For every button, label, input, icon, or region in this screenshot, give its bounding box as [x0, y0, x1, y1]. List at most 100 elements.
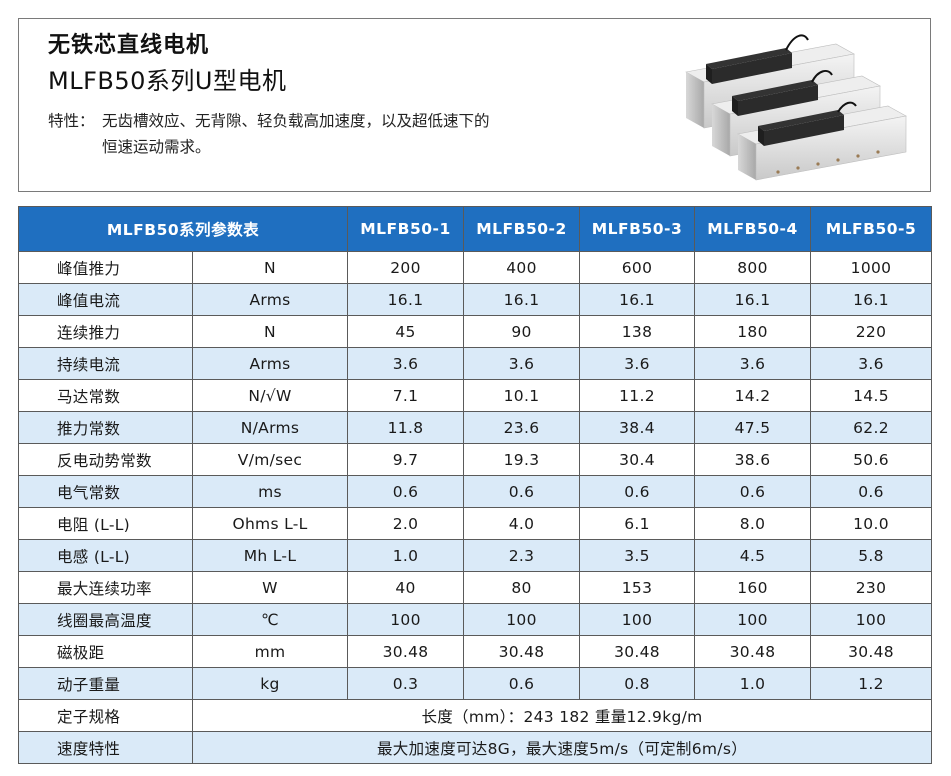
- param-name-cell: 峰值推力: [18, 251, 193, 284]
- param-value-cell: 30.4: [579, 443, 695, 476]
- param-value-cell: 800: [694, 251, 811, 284]
- feature-line-2: 恒速运动需求。: [102, 138, 211, 156]
- param-value-cell: 11.8: [347, 411, 464, 444]
- param-value-cell: 100: [347, 603, 464, 636]
- param-value-cell: 30.48: [579, 635, 695, 668]
- param-value-cell: 0.8: [579, 667, 695, 700]
- param-value-cell: 3.6: [463, 347, 580, 380]
- model-header-cell: MLFB50-2: [463, 206, 580, 252]
- param-value-cell: 230: [810, 571, 932, 604]
- param-value-cell: 1.0: [694, 667, 811, 700]
- param-unit-cell: kg: [192, 667, 348, 700]
- param-value-cell: 30.48: [810, 635, 932, 668]
- param-unit-cell: N: [192, 315, 348, 348]
- stator-spec-value: 长度（mm）：243 182 重量12.9kg/m: [192, 699, 932, 732]
- table-row: 线圈最高温度 ℃ 100 100 100 100 100: [18, 603, 932, 636]
- table-row: 最大连续功率 W 40 80 153 160 230: [18, 571, 932, 604]
- table-row: 峰值推力 N 200 400 600 800 1000: [18, 251, 932, 284]
- table-row: 持续电流 Arms 3.6 3.6 3.6 3.6 3.6: [18, 347, 932, 380]
- param-unit-cell: V/m/sec: [192, 443, 348, 476]
- param-value-cell: 200: [347, 251, 464, 284]
- param-unit-cell: W: [192, 571, 348, 604]
- param-value-cell: 2.0: [347, 507, 464, 540]
- param-value-cell: 30.48: [463, 635, 580, 668]
- param-name-cell: 速度特性: [18, 731, 193, 764]
- param-value-cell: 100: [579, 603, 695, 636]
- param-name-cell: 马达常数: [18, 379, 193, 412]
- param-value-cell: 100: [694, 603, 811, 636]
- param-value-cell: 138: [579, 315, 695, 348]
- param-value-cell: 10.1: [463, 379, 580, 412]
- table-row: 连续推力 N 45 90 138 180 220: [18, 315, 932, 348]
- param-value-cell: 16.1: [810, 283, 932, 316]
- speed-spec-row: 速度特性 最大加速度可达8G，最大速度5m/s（可定制6m/s）: [18, 731, 932, 764]
- param-value-cell: 3.5: [579, 539, 695, 572]
- page-subtitle: MLFB50系列U型电机: [48, 67, 287, 95]
- param-value-cell: 0.6: [463, 667, 580, 700]
- param-value-cell: 100: [810, 603, 932, 636]
- param-value-cell: 19.3: [463, 443, 580, 476]
- param-value-cell: 400: [463, 251, 580, 284]
- stator-spec-row: 定子规格 长度（mm）：243 182 重量12.9kg/m: [18, 699, 932, 732]
- table-title-cell: MLFB50系列参数表: [18, 206, 348, 252]
- param-value-cell: 9.7: [347, 443, 464, 476]
- param-unit-cell: N/√W: [192, 379, 348, 412]
- param-unit-cell: ms: [192, 475, 348, 508]
- param-name-cell: 最大连续功率: [18, 571, 193, 604]
- param-value-cell: 38.4: [579, 411, 695, 444]
- param-name-cell: 推力常数: [18, 411, 193, 444]
- param-name-cell: 电阻 (L-L): [18, 507, 193, 540]
- param-value-cell: 600: [579, 251, 695, 284]
- param-name-cell: 定子规格: [18, 699, 193, 732]
- table-row: 电阻 (L-L) Ohms L-L 2.0 4.0 6.1 8.0 10.0: [18, 507, 932, 540]
- feature-label: 特性：: [48, 112, 95, 130]
- table-row: 反电动势常数 V/m/sec 9.7 19.3 30.4 38.6 50.6: [18, 443, 932, 476]
- param-value-cell: 2.3: [463, 539, 580, 572]
- param-unit-cell: mm: [192, 635, 348, 668]
- table-row: 磁极距 mm 30.48 30.48 30.48 30.48 30.48: [18, 635, 932, 668]
- param-value-cell: 7.1: [347, 379, 464, 412]
- param-value-cell: 180: [694, 315, 811, 348]
- spec-table: MLFB50系列参数表 MLFB50-1 MLFB50-2 MLFB50-3 M…: [18, 206, 932, 764]
- param-value-cell: 16.1: [694, 283, 811, 316]
- param-value-cell: 0.6: [810, 475, 932, 508]
- param-value-cell: 80: [463, 571, 580, 604]
- param-value-cell: 40: [347, 571, 464, 604]
- param-name-cell: 磁极距: [18, 635, 193, 668]
- param-value-cell: 0.6: [694, 475, 811, 508]
- param-value-cell: 45: [347, 315, 464, 348]
- param-unit-cell: Arms: [192, 347, 348, 380]
- table-header-row: MLFB50系列参数表 MLFB50-1 MLFB50-2 MLFB50-3 M…: [18, 206, 932, 252]
- param-value-cell: 10.0: [810, 507, 932, 540]
- table-row: 推力常数 N/Arms 11.8 23.6 38.4 47.5 62.2: [18, 411, 932, 444]
- param-value-cell: 30.48: [347, 635, 464, 668]
- table-row: 电感 (L-L) Mh L-L 1.0 2.3 3.5 4.5 5.8: [18, 539, 932, 572]
- param-value-cell: 38.6: [694, 443, 811, 476]
- param-value-cell: 1.0: [347, 539, 464, 572]
- model-header-cell: MLFB50-3: [579, 206, 695, 252]
- param-value-cell: 16.1: [579, 283, 695, 316]
- param-value-cell: 153: [579, 571, 695, 604]
- table-row: 动子重量 kg 0.3 0.6 0.8 1.0 1.2: [18, 667, 932, 700]
- param-name-cell: 连续推力: [18, 315, 193, 348]
- param-value-cell: 0.6: [463, 475, 580, 508]
- param-value-cell: 50.6: [810, 443, 932, 476]
- linear-motor-product-photo: [685, 34, 907, 181]
- param-value-cell: 4.0: [463, 507, 580, 540]
- param-value-cell: 8.0: [694, 507, 811, 540]
- param-value-cell: 100: [463, 603, 580, 636]
- model-header-cell: MLFB50-4: [694, 206, 811, 252]
- param-unit-cell: ℃: [192, 603, 348, 636]
- motor-front: [737, 101, 907, 181]
- feature-description: 特性： 无齿槽效应、无背隙、轻负载高加速度，以及超低速下的 恒速运动需求。: [48, 108, 490, 160]
- param-name-cell: 电气常数: [18, 475, 193, 508]
- param-unit-cell: Ohms L-L: [192, 507, 348, 540]
- model-header-cell: MLFB50-5: [810, 206, 932, 252]
- param-name-cell: 线圈最高温度: [18, 603, 193, 636]
- param-value-cell: 3.6: [810, 347, 932, 380]
- feature-line-1: 无齿槽效应、无背隙、轻负载高加速度，以及超低速下的: [102, 112, 490, 130]
- model-header-cell: MLFB50-1: [347, 206, 464, 252]
- param-name-cell: 峰值电流: [18, 283, 193, 316]
- table-row: 马达常数 N/√W 7.1 10.1 11.2 14.2 14.5: [18, 379, 932, 412]
- param-value-cell: 14.2: [694, 379, 811, 412]
